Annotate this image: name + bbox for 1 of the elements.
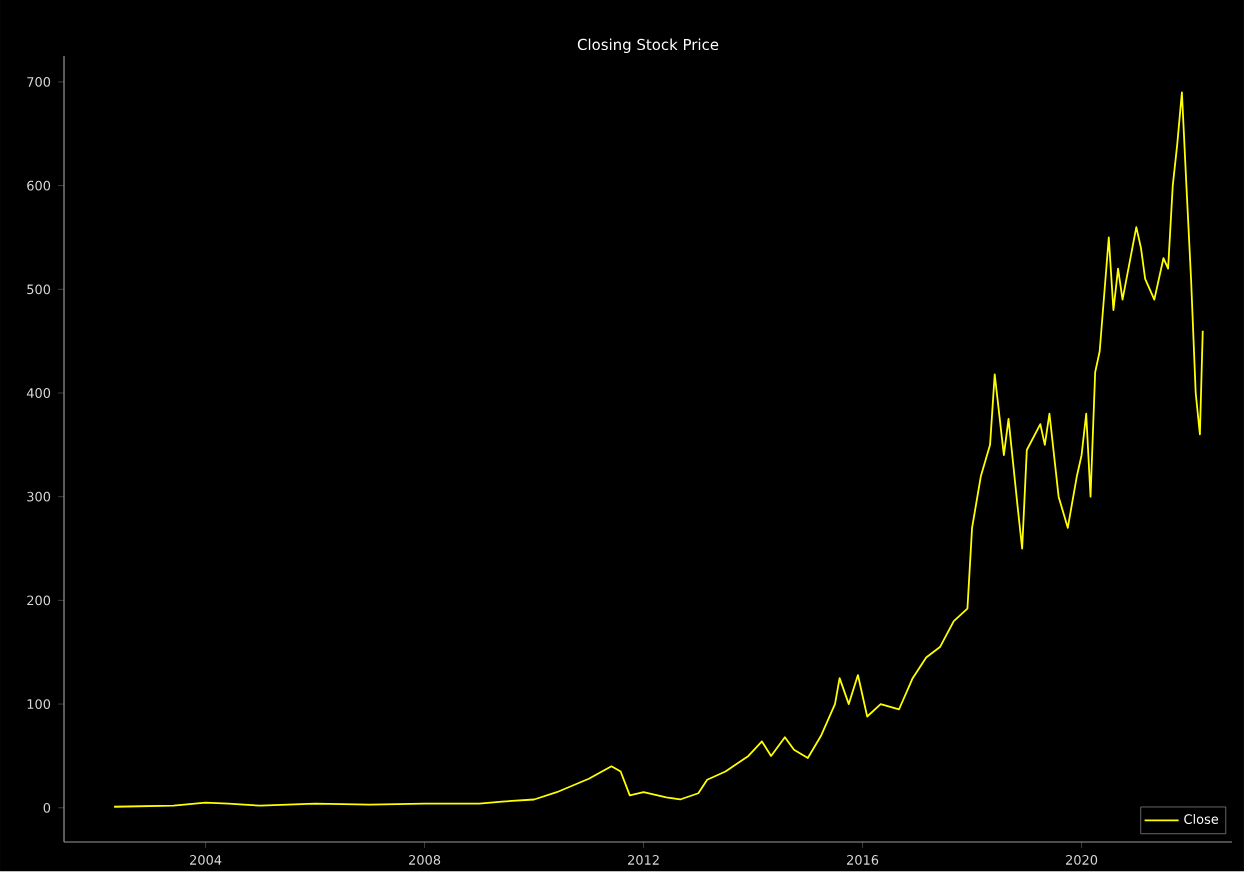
line-series <box>113 91 1204 808</box>
